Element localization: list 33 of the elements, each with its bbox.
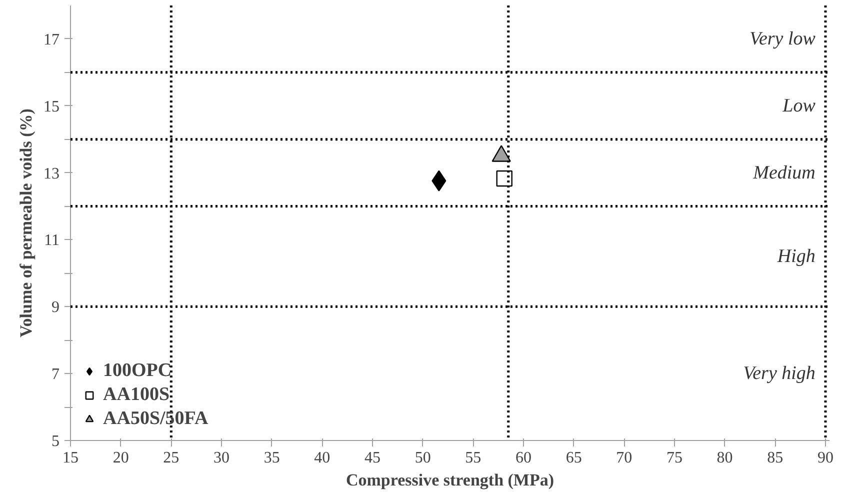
- legend-label: AA50S/50FA: [103, 408, 208, 430]
- x-tick-label: 50: [414, 450, 431, 466]
- x-tick-label: 20: [112, 450, 129, 466]
- x-tick-label: 15: [62, 450, 78, 466]
- x-axis-title: Compressive strength (MPa): [346, 470, 554, 490]
- y-tick-label: 13: [44, 165, 60, 182]
- x-tick-label: 70: [616, 450, 632, 466]
- annotation: High: [776, 246, 816, 267]
- y-tick-label: 7: [52, 366, 60, 384]
- x-tick-label: 40: [314, 450, 330, 466]
- x-tick-label: 90: [817, 450, 834, 466]
- x-tick-label: 55: [465, 450, 482, 466]
- annotation: Very high: [743, 363, 816, 384]
- x-tick-label: 85: [767, 450, 784, 466]
- y-tick-label: 5: [52, 433, 60, 450]
- y-tick-label: 17: [44, 31, 60, 48]
- x-tick-label: 60: [515, 450, 532, 466]
- x-tick-label: 80: [716, 450, 733, 466]
- y-tick-label: 9: [52, 299, 60, 316]
- legend-label: AA100S: [103, 384, 170, 406]
- x-tick-label: 25: [163, 450, 180, 466]
- x-tick-label: 65: [566, 450, 582, 466]
- annotation: Low: [782, 95, 816, 116]
- x-tick-label: 45: [364, 450, 380, 466]
- y-tick-label: 15: [44, 98, 60, 116]
- x-tick-label: 30: [213, 450, 230, 466]
- x-tick-label: 75: [666, 450, 682, 466]
- legend-label: 100OPC: [103, 360, 172, 382]
- y-axis-title: Volume of permeable voids (%): [16, 108, 36, 338]
- x-tick-label: 35: [264, 450, 280, 466]
- y-tick-label: 11: [44, 232, 60, 250]
- annotation: Medium: [752, 162, 816, 184]
- annotation: Very low: [749, 28, 816, 50]
